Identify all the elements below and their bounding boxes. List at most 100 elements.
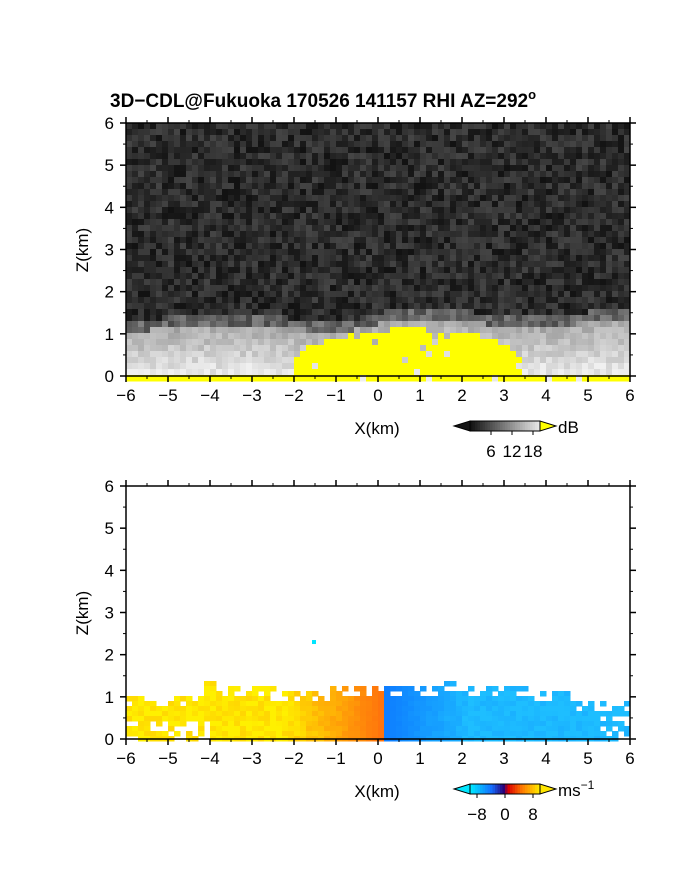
reflectivity-cell — [228, 291, 235, 298]
reflectivity-cell — [228, 123, 235, 130]
reflectivity-cell — [570, 267, 577, 274]
reflectivity-cell — [366, 345, 373, 352]
reflectivity-cell — [300, 123, 307, 130]
reflectivity-cell — [420, 375, 427, 382]
reflectivity-cell — [492, 123, 499, 130]
reflectivity-cell — [462, 375, 469, 382]
reflectivity-cell — [156, 219, 163, 226]
reflectivity-cell — [558, 177, 565, 184]
reflectivity-cell — [456, 339, 463, 346]
velocity-cell — [450, 731, 457, 737]
velocity-cell — [336, 716, 343, 722]
reflectivity-cell — [414, 273, 421, 280]
reflectivity-cell — [342, 327, 349, 334]
reflectivity-cell — [492, 327, 499, 334]
reflectivity-cell — [264, 255, 271, 262]
reflectivity-cell — [624, 369, 631, 376]
reflectivity-cell — [132, 231, 139, 238]
velocity-cell — [402, 721, 409, 727]
reflectivity-cell — [396, 285, 403, 292]
reflectivity-cell — [150, 189, 157, 196]
reflectivity-cell — [252, 273, 259, 280]
reflectivity-cell — [174, 177, 181, 184]
reflectivity-cell — [528, 183, 535, 190]
reflectivity-cell — [198, 303, 205, 310]
reflectivity-cell — [546, 237, 553, 244]
reflectivity-cell — [432, 267, 439, 274]
reflectivity-cell — [180, 255, 187, 262]
reflectivity-cell — [528, 279, 535, 286]
reflectivity-cell — [450, 165, 457, 172]
reflectivity-cell — [462, 195, 469, 202]
velocity-cell — [426, 706, 433, 712]
velocity-cell — [186, 731, 193, 737]
reflectivity-cell — [522, 357, 529, 364]
reflectivity-cell — [354, 303, 361, 310]
reflectivity-cell — [588, 267, 595, 274]
colorbar-swatch — [532, 421, 536, 431]
reflectivity-cell — [486, 183, 493, 190]
reflectivity-cell — [372, 189, 379, 196]
reflectivity-cell — [306, 243, 313, 250]
reflectivity-cell — [204, 231, 211, 238]
reflectivity-cell — [246, 153, 253, 160]
reflectivity-cell — [576, 279, 583, 286]
reflectivity-cell — [540, 237, 547, 244]
velocity-cell — [552, 691, 559, 697]
reflectivity-cell — [210, 153, 217, 160]
velocity-cell — [576, 731, 583, 737]
reflectivity-cell — [144, 249, 151, 256]
reflectivity-cell — [558, 195, 565, 202]
reflectivity-cell — [360, 141, 367, 148]
velocity-cell — [270, 721, 277, 727]
reflectivity-cell — [282, 195, 289, 202]
reflectivity-cell — [384, 207, 391, 214]
velocity-cell — [276, 721, 283, 727]
reflectivity-cell — [492, 291, 499, 298]
reflectivity-cell — [252, 249, 259, 256]
reflectivity-cell — [180, 315, 187, 322]
reflectivity-cell — [210, 189, 217, 196]
velocity-cell — [420, 686, 427, 692]
reflectivity-cell — [378, 195, 385, 202]
reflectivity-cell — [222, 261, 229, 268]
reflectivity-cell — [450, 141, 457, 148]
reflectivity-cell — [270, 369, 277, 376]
reflectivity-cell — [522, 219, 529, 226]
reflectivity-cell — [324, 153, 331, 160]
reflectivity-cell — [396, 369, 403, 376]
reflectivity-cell — [288, 375, 295, 382]
reflectivity-cell — [474, 339, 481, 346]
reflectivity-cell — [342, 369, 349, 376]
reflectivity-cell — [234, 237, 241, 244]
reflectivity-cell — [228, 237, 235, 244]
colorbar-swatch — [510, 784, 513, 794]
reflectivity-cell — [552, 141, 559, 148]
velocity-cell — [144, 721, 151, 727]
reflectivity-cell — [546, 147, 553, 154]
reflectivity-cell — [276, 273, 283, 280]
reflectivity-cell — [474, 231, 481, 238]
reflectivity-cell — [252, 279, 259, 286]
velocity-cell — [414, 706, 421, 712]
velocity-cell — [444, 716, 451, 722]
reflectivity-cell — [228, 321, 235, 328]
colorbar-unit: dB — [558, 418, 579, 437]
reflectivity-cell — [606, 237, 613, 244]
velocity-cell — [264, 706, 271, 712]
reflectivity-cell — [156, 141, 163, 148]
reflectivity-cell — [216, 261, 223, 268]
reflectivity-cell — [504, 279, 511, 286]
reflectivity-cell — [462, 123, 469, 130]
reflectivity-cell — [522, 225, 529, 232]
velocity-cell — [204, 706, 211, 712]
reflectivity-cell — [330, 279, 337, 286]
reflectivity-cell — [234, 327, 241, 334]
reflectivity-cell — [384, 267, 391, 274]
reflectivity-cell — [126, 321, 133, 328]
reflectivity-cell — [348, 255, 355, 262]
reflectivity-cell — [162, 207, 169, 214]
reflectivity-cell — [168, 309, 175, 316]
reflectivity-cell — [168, 183, 175, 190]
velocity-cell — [462, 716, 469, 722]
